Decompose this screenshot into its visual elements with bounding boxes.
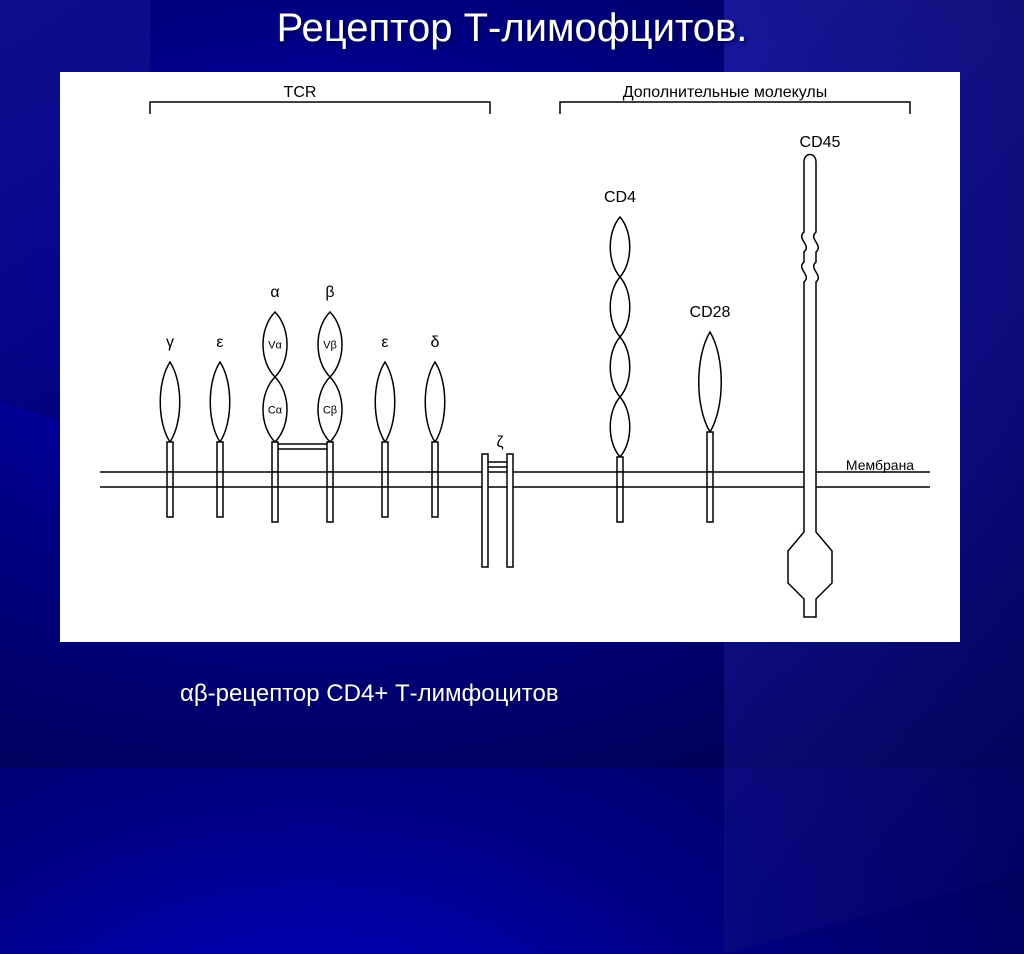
svg-text:ε: ε — [381, 334, 388, 351]
svg-text:Мембрана: Мембрана — [846, 457, 914, 473]
svg-text:Vβ: Vβ — [323, 340, 337, 352]
svg-text:Cα: Cα — [268, 405, 283, 417]
svg-text:α: α — [270, 284, 279, 301]
slide-caption: αβ-рецептор CD4+ Т-лимфоцитов — [180, 680, 559, 708]
svg-text:Cβ: Cβ — [323, 405, 337, 417]
svg-text:CD4: CD4 — [604, 189, 636, 206]
svg-text:CD45: CD45 — [800, 134, 841, 151]
svg-text:Vα: Vα — [268, 340, 282, 352]
diagram-svg: Мембрана TCR Дополнительные молекулы γ ε α Vα C… — [60, 72, 960, 642]
svg-text:β: β — [325, 284, 334, 301]
svg-text:ζ: ζ — [496, 434, 503, 451]
svg-text:TCR: TCR — [284, 84, 317, 101]
svg-text:Дополнительные молекулы: Дополнительные молекулы — [623, 84, 828, 101]
svg-text:γ: γ — [166, 334, 174, 351]
slide-title: Рецептор Т-лимофцитов. — [0, 0, 1024, 51]
receptor-diagram: Мембрана TCR Дополнительные молекулы γ ε α Vα C… — [60, 72, 960, 642]
svg-text:ε: ε — [216, 334, 223, 351]
svg-text:CD28: CD28 — [690, 304, 731, 321]
svg-text:δ: δ — [431, 334, 440, 351]
